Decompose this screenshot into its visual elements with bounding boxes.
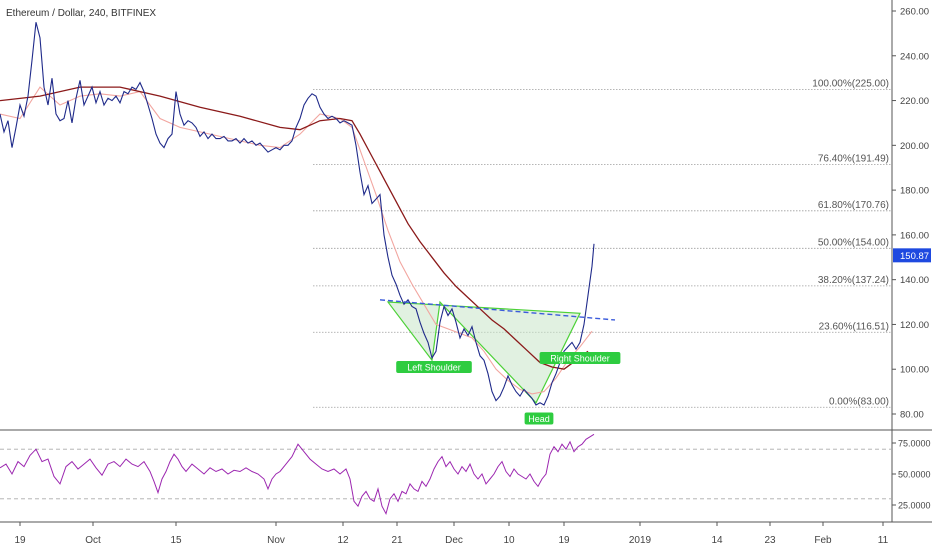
time-tick-label: 15 (170, 535, 182, 546)
pattern-label-box (396, 360, 472, 373)
price-tick-label: 260.00 (900, 7, 929, 18)
time-tick-label: 12 (337, 535, 349, 546)
rsi-tick-label: 25.0000 (898, 501, 931, 511)
pattern-label: Head (528, 414, 550, 424)
price-tick-label: 120.00 (900, 320, 929, 331)
fib-level-label: 38.20%(137.24) (818, 275, 889, 286)
chart-title: Ethereum / Dollar, 240, BITFINEX (6, 8, 157, 19)
fib-level-label: 76.40%(191.49) (818, 153, 889, 164)
price-tick-label: 240.00 (900, 51, 929, 62)
time-tick-label: 11 (878, 535, 889, 546)
price-tick-label: 140.00 (900, 275, 929, 286)
time-tick-label: Oct (85, 535, 101, 546)
fib-level-label: 0.00%(83.00) (829, 396, 889, 407)
time-tick-label: Nov (267, 535, 285, 546)
pattern-label-box (524, 412, 554, 425)
price-tick-label: 80.00 (900, 410, 924, 421)
pattern-label: Left Shoulder (407, 362, 461, 372)
fib-level-label: 100.00%(225.00) (812, 78, 889, 89)
price-tick-label: 220.00 (900, 96, 929, 107)
time-tick-label: 21 (391, 535, 403, 546)
price-tick-label: 180.00 (900, 186, 929, 197)
fib-level-label: 50.00%(154.00) (818, 237, 889, 248)
pattern-label-box (539, 352, 621, 365)
ma-fast-line (0, 86, 593, 395)
pattern-label: Right Shoulder (550, 354, 610, 364)
rsi-tick-label: 50.0000 (898, 470, 931, 480)
time-tick-label: Feb (814, 535, 832, 546)
pattern-shading (386, 300, 581, 404)
time-tick-label: 19 (14, 535, 26, 546)
fib-level-label: 23.60%(116.51) (819, 321, 889, 332)
current-price-tag (893, 248, 931, 263)
price-tick-label: 200.00 (900, 141, 929, 152)
price-tick-label: 160.00 (900, 230, 929, 241)
rsi-line (0, 433, 595, 516)
neckline (379, 299, 616, 321)
price-line (0, 22, 595, 406)
time-tick-label: Dec (445, 535, 463, 546)
rsi-tick-label: 75.0000 (898, 439, 931, 449)
time-tick-label: 19 (558, 535, 570, 546)
time-tick-label: 10 (503, 535, 515, 546)
price-tick-label: 100.00 (900, 365, 929, 376)
fib-level-label: 61.80%(170.76) (818, 200, 889, 211)
ma-slow-line (0, 86, 589, 370)
time-tick-label: 2019 (629, 535, 652, 546)
time-tick-label: 23 (764, 535, 776, 546)
time-tick-label: 14 (711, 535, 723, 546)
current-price-label: 150.87 (900, 251, 929, 262)
